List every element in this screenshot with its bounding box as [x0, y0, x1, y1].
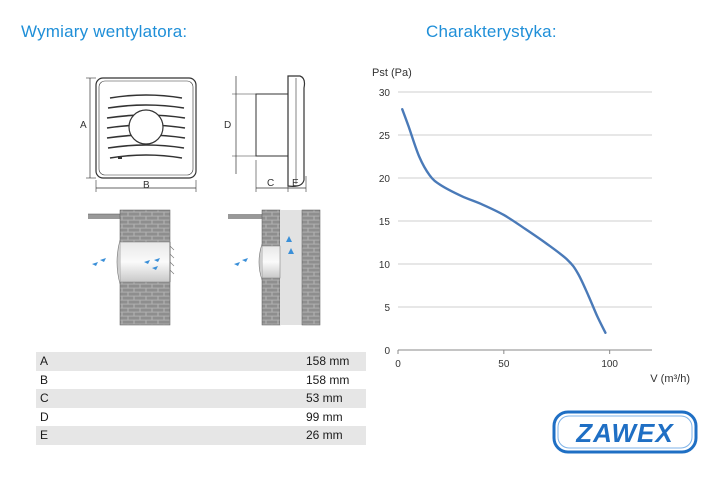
side-view — [232, 75, 307, 192]
x-tick-label: 100 — [601, 359, 618, 370]
wall-install-duct — [228, 209, 321, 326]
series-line — [401, 108, 607, 334]
label-c: C — [267, 178, 274, 189]
fan-characteristic-chart: 0 5 10 15 20 25 30 0 50 100 Pst (Pa) V (m³/h) — [372, 67, 690, 385]
table-row: B 158 mm — [36, 371, 366, 390]
y-tick-label: 5 — [384, 303, 390, 314]
dimension-value: 53 mm — [306, 389, 366, 408]
table-row: A 158 mm — [36, 352, 366, 371]
dimension-label: C — [36, 389, 306, 408]
table-row: E 26 mm — [36, 426, 366, 445]
label-d: D — [224, 120, 231, 131]
y-tick-label: 25 — [379, 131, 391, 142]
label-a: A — [80, 120, 87, 131]
y-tick-label: 30 — [379, 88, 391, 99]
dimensions-table: A 158 mm B 158 mm C 53 mm D 99 mm E 26 m… — [36, 352, 366, 445]
dimension-value: 99 mm — [306, 409, 343, 424]
fan-dimension-drawings: A B D C E — [80, 75, 321, 326]
y-tick-label: 20 — [379, 174, 391, 185]
label-b: B — [143, 180, 150, 191]
characteristic-heading: Charakterystyka: — [426, 22, 557, 41]
table-row: D 99 mm — [36, 408, 366, 427]
table-row: C 53 mm — [36, 389, 366, 408]
dimension-label: A — [36, 352, 306, 371]
y-tick-label: 10 — [379, 260, 391, 271]
dimension-label: B — [40, 372, 49, 387]
y-tick-label: 15 — [379, 217, 391, 228]
front-view — [86, 77, 197, 192]
x-tick-label: 0 — [395, 359, 401, 370]
dimension-value: 158 mm — [306, 372, 350, 387]
label-e: E — [292, 178, 299, 189]
dimension-label: D — [40, 409, 49, 424]
dimensions-heading: Wymiary wentylatora: — [21, 22, 188, 41]
dimension-value: 158 mm — [306, 352, 366, 371]
dimension-value: 26 mm — [306, 426, 366, 445]
x-tick-label: 50 — [498, 359, 510, 370]
logo-text: ZAWEX — [575, 418, 674, 448]
dimension-label: E — [36, 426, 306, 445]
x-axis-label: V (m³/h) — [650, 373, 690, 385]
y-tick-label: 0 — [384, 346, 390, 357]
wall-install-through — [88, 209, 175, 326]
y-axis-label: Pst (Pa) — [372, 67, 412, 79]
zawex-logo: ZAWEX — [552, 410, 698, 454]
